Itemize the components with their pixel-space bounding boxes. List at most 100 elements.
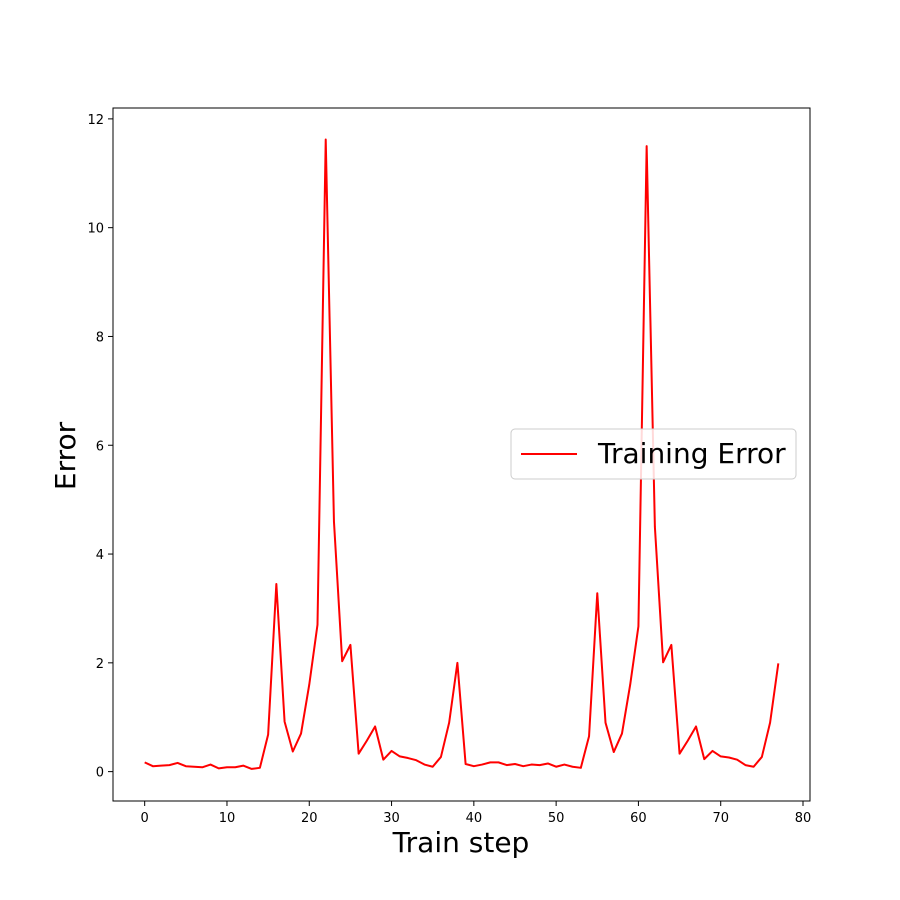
data-point	[308, 684, 310, 686]
x-tick-label: 80	[795, 811, 812, 826]
data-point	[448, 722, 450, 724]
data-point	[242, 765, 244, 767]
data-point	[711, 750, 713, 752]
legend: Training Error	[510, 428, 797, 480]
data-point	[580, 767, 582, 769]
data-point	[547, 762, 549, 764]
data-point	[152, 765, 154, 767]
x-axis-label: Train step	[392, 826, 530, 859]
data-point	[168, 764, 170, 766]
data-point	[177, 762, 179, 764]
data-point	[679, 753, 681, 755]
data-point	[687, 740, 689, 742]
data-point	[489, 761, 491, 763]
x-tick-label: 40	[466, 811, 483, 826]
data-point	[341, 660, 343, 662]
data-point	[637, 625, 639, 627]
data-point	[185, 765, 187, 767]
data-point	[456, 662, 458, 664]
data-point	[292, 751, 294, 753]
data-point	[555, 766, 557, 768]
x-tick-label: 0	[141, 811, 149, 826]
data-point	[605, 722, 607, 724]
data-point	[522, 765, 524, 767]
data-point	[539, 764, 541, 766]
legend-label-training-error: Training Error	[597, 437, 786, 470]
data-point	[572, 766, 574, 768]
data-point	[777, 662, 779, 664]
data-point	[251, 768, 253, 770]
data-point	[703, 758, 705, 760]
y-tick-label: 4	[96, 548, 104, 563]
data-point	[473, 765, 475, 767]
data-point	[753, 766, 755, 768]
y-tick-label: 12	[87, 113, 104, 128]
data-point	[160, 765, 162, 767]
data-point	[720, 755, 722, 757]
data-point	[210, 764, 212, 766]
data-point	[234, 766, 236, 768]
data-point	[259, 767, 261, 769]
data-point	[275, 583, 277, 585]
x-tick-label: 10	[219, 811, 236, 826]
data-point	[596, 592, 598, 594]
y-tick-label: 6	[96, 439, 104, 454]
data-point	[440, 756, 442, 758]
data-point	[218, 767, 220, 769]
data-point	[300, 733, 302, 735]
data-point	[769, 722, 771, 724]
data-point	[267, 734, 269, 736]
data-point	[465, 763, 467, 765]
data-point	[621, 733, 623, 735]
legend-box	[510, 428, 797, 480]
data-point	[646, 145, 648, 147]
y-tick-label: 0	[96, 766, 104, 781]
data-point	[506, 764, 508, 766]
data-point	[382, 759, 384, 761]
x-tick-label: 30	[383, 811, 400, 826]
data-point	[374, 725, 376, 727]
y-tick-label: 2	[96, 657, 104, 672]
data-point	[358, 753, 360, 755]
data-point	[744, 764, 746, 766]
data-point	[588, 735, 590, 737]
data-point	[662, 661, 664, 663]
ticks-layer: 0 10 20 30 40 50 60 70 80 0 2 4 6 8 10 12	[87, 113, 811, 826]
data-point	[407, 757, 409, 759]
data-point	[629, 684, 631, 686]
data-point	[201, 766, 203, 768]
data-point	[325, 139, 327, 141]
data-point	[530, 764, 532, 766]
data-point	[415, 759, 417, 761]
data-point	[514, 763, 516, 765]
plot-frame	[112, 107, 811, 802]
data-point	[728, 756, 730, 758]
y-axis-label: Error	[49, 421, 82, 490]
data-point	[366, 740, 368, 742]
data-point	[399, 755, 401, 757]
data-point	[391, 750, 393, 752]
data-point	[654, 526, 656, 528]
x-tick-label: 20	[301, 811, 318, 826]
x-tick-label: 50	[548, 811, 565, 826]
data-point	[144, 761, 146, 763]
data-point	[670, 644, 672, 646]
y-tick-label: 10	[87, 222, 104, 237]
data-point	[284, 721, 286, 723]
data-point	[226, 766, 228, 768]
data-point	[193, 766, 195, 768]
x-tick-label: 60	[630, 811, 647, 826]
x-tick-label: 70	[712, 811, 729, 826]
data-point	[432, 766, 434, 768]
data-point	[695, 725, 697, 727]
data-point	[423, 764, 425, 766]
data-point	[563, 764, 565, 766]
series-line-0	[144, 138, 780, 770]
data-point	[761, 756, 763, 758]
series-layer	[144, 138, 780, 770]
data-point	[613, 751, 615, 753]
data-point	[498, 761, 500, 763]
data-point	[481, 764, 483, 766]
data-point	[349, 644, 351, 646]
